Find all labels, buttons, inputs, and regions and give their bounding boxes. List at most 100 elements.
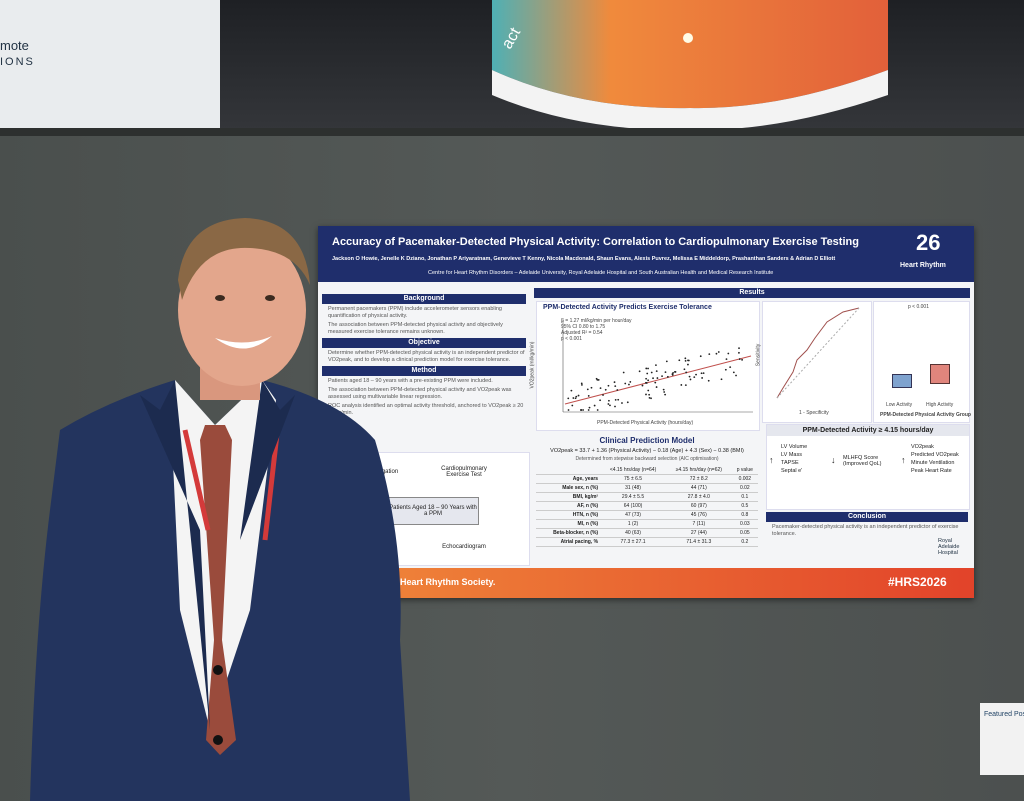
scatter-plot [562, 320, 753, 413]
table-cell: 31 (48) [600, 483, 666, 493]
scatter-dot [671, 374, 674, 376]
scatter-dot [655, 386, 658, 388]
section-heading: Results [534, 288, 970, 298]
scatter-dot [732, 371, 735, 374]
scatter-dot [574, 397, 577, 400]
scatter-dot [570, 389, 573, 392]
list-item: Septal e' [781, 468, 803, 474]
scatter-dot [688, 375, 691, 378]
diagram-item: Echocardiogram [429, 533, 499, 561]
scatter-dot [616, 389, 619, 391]
poster-footer: Heart Rhythm Society. #HRS2026 [318, 568, 974, 598]
exercise-list: VO2peak Predicted VO2peak Minute Ventilati… [911, 443, 959, 475]
arrow: ↓ [831, 455, 836, 465]
scatter-dot [664, 393, 667, 396]
table-cell: 44 (71) [665, 483, 732, 493]
table-cell: 0.02 [731, 483, 758, 493]
x-axis-label: PPM-Detected Physical Activity Group [880, 412, 971, 418]
table-cell: 71.4 ± 31.3 [665, 537, 732, 547]
table-cell: 27.8 ± 4.0 [665, 492, 732, 502]
box [892, 374, 912, 388]
hashtag: #HRS2026 [888, 575, 947, 589]
section-heading: Conclusion [766, 512, 968, 522]
x-axis-label: PPM-Detected Physical Activity (hours/da… [597, 420, 694, 426]
scatter-dot [614, 398, 617, 401]
scatter-dot [724, 368, 727, 371]
scatter-dot [641, 384, 644, 387]
table-cell: 47 (73) [600, 510, 666, 520]
group-label: High Activity [926, 402, 954, 408]
arrow: ↑ [769, 455, 774, 465]
scatter-dot [617, 398, 620, 401]
scatter-dot [683, 368, 686, 371]
scatter-dot [597, 379, 600, 381]
scatter-dot [700, 372, 703, 375]
list-item: β = 1.27 ml/kg/min per hour/day [561, 318, 632, 324]
table-row: AF, n (%) 64 (100) 60 (97) 0.5 [536, 501, 758, 511]
scatter-dot [662, 388, 665, 391]
list-item: VO2peak [911, 444, 934, 450]
scatter-dot [638, 370, 641, 373]
table-cell: 72 ± 8.2 [665, 474, 732, 484]
scatter-dot [575, 395, 578, 398]
scatter-dot [735, 374, 737, 377]
table-cell: AF, n (%) [536, 501, 601, 511]
scatter-dot [655, 370, 658, 373]
scatter-dot [666, 375, 669, 378]
table-cell: Atrial pacing, % [536, 537, 601, 547]
poster: Accuracy of Pacemaker-Detected Physical … [318, 226, 974, 598]
scatter-dot [608, 399, 610, 402]
y-axis-label: Sensitivity [755, 343, 762, 367]
authors: Jackson O Howie, Jenelle K Dziano, Jonat… [332, 256, 836, 262]
threshold-panel: PPM-Detected Activity ≥ 4.15 hours/day ↑… [766, 424, 970, 510]
table-cell: 27 (44) [665, 528, 732, 538]
table-cell: 45 (76) [665, 510, 732, 520]
scatter-dot [678, 359, 681, 362]
scatter-dot [645, 367, 648, 370]
scatter-dot [684, 384, 687, 387]
scatter-dot [647, 367, 649, 370]
table-cell: 0.2 [731, 537, 758, 547]
scatter-dot [701, 377, 704, 379]
scatter-dot [595, 377, 598, 380]
scatter-dot [650, 397, 652, 400]
bullet-list: Determine whether PPM-detected physical … [322, 350, 526, 364]
scatter-dot [648, 393, 651, 396]
scatter-dot [607, 403, 610, 405]
scatter-dot [567, 397, 570, 400]
scatter-dot [652, 377, 654, 380]
scatter-dot [684, 357, 687, 360]
p-value: p < 0.001 [908, 304, 929, 310]
scatter-dot [572, 397, 575, 399]
table-cell: Beta-blocker, n (%) [536, 528, 601, 538]
list-item: LV Mass [781, 452, 802, 458]
list-item: Determine whether PPM-detected physical … [328, 350, 525, 363]
list-item: Adjusted R² = 0.54 [561, 330, 603, 336]
list-item: Minute Ventilation [911, 460, 955, 466]
scatter-dot [587, 409, 590, 411]
list-item: p < 0.001 [561, 336, 582, 342]
section-heading: Background [322, 294, 526, 304]
diagram-item: Cardiopulmonary Exercise Test [429, 457, 499, 487]
scatter-dot [624, 382, 627, 385]
sign-text: IONS [0, 56, 35, 68]
list-item: 95% CI 0.80 to 1.75 [561, 324, 606, 330]
scatter-dot [599, 387, 602, 389]
list-item: Peak Heart Rate [911, 468, 952, 474]
table-cell: 64 (100) [600, 501, 666, 511]
diagram-center: Patients Aged 18 – 90 Years with a PPM [387, 497, 479, 525]
model: Clinical Prediction Model VO2peak = 33.7… [536, 436, 758, 547]
scatter-dot [579, 409, 582, 411]
scatter-dot [648, 397, 651, 399]
x-axis-label: 1 - Specificity [799, 410, 829, 416]
scatter-dot [663, 391, 666, 393]
scatter-dot [581, 384, 583, 386]
scatter-dot [614, 385, 617, 388]
table-cell: Age, years [536, 474, 601, 484]
table-cell: 77.3 ± 27.1 [600, 537, 666, 547]
scatter-dot [647, 379, 650, 382]
ring-sign: act [492, 0, 888, 131]
scatter-dot [596, 409, 599, 411]
scatter-dot [622, 371, 625, 374]
scatter-dot [646, 372, 649, 375]
